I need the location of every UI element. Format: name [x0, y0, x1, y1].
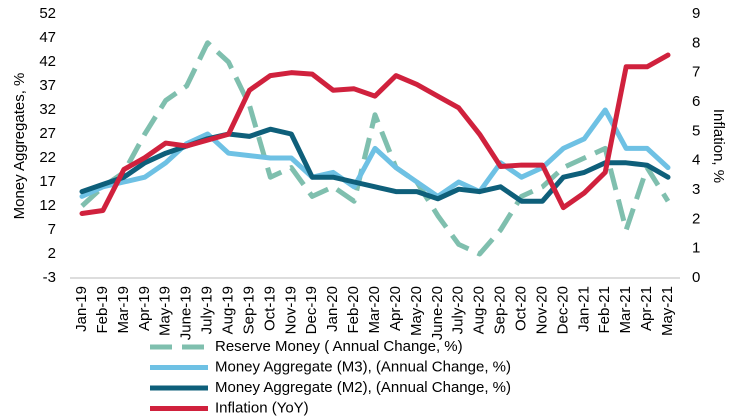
series-line: [79, 126, 671, 204]
x-tick-label: Sep-20: [492, 286, 509, 334]
y-tick-label: 37: [39, 77, 56, 94]
y-tick-label: 47: [39, 29, 56, 46]
x-tick-label: Aug-19: [219, 286, 236, 334]
x-tick-label: May-19: [157, 286, 174, 336]
x-tick-label: Feb-21: [596, 286, 613, 334]
legend-label: Money Aggregate (M2), (Annual Change, %): [215, 379, 511, 396]
x-tick-label: Mar-20: [366, 286, 383, 334]
series-line: [80, 40, 671, 257]
x-tick-label: Feb-20: [345, 286, 362, 334]
y-tick-label: 12: [39, 197, 56, 214]
y2-tick-label: 6: [692, 93, 700, 110]
x-tick-label: Aug-20: [471, 286, 488, 334]
x-tick-label: Jan-20: [324, 286, 341, 332]
x-tick-label: May-21: [659, 286, 676, 336]
x-tick-label: Mar-21: [617, 286, 634, 334]
y-axis-label: Money Aggregates, %: [11, 73, 28, 220]
y2-tick-label: 8: [692, 34, 700, 51]
legend-label: Reserve Money ( Annual Change, %): [215, 338, 463, 355]
y-tick-label: 2: [48, 245, 56, 262]
y-tick-label: 7: [48, 221, 56, 238]
legend-label: Inflation (YoY): [215, 399, 309, 416]
y-tick-label: 22: [39, 149, 56, 166]
y2-tick-label: 7: [692, 64, 700, 81]
x-tick-label: Sep-19: [240, 286, 257, 334]
x-tick-label: Oct-20: [512, 286, 529, 331]
y2-axis-label: Inflation, %: [710, 109, 727, 183]
x-tick-label: Dec-20: [554, 286, 571, 334]
y-tick-label: 17: [39, 173, 56, 190]
x-tick-label: July-20: [450, 286, 467, 334]
y2-tick-label: 1: [692, 240, 700, 257]
y2-tick-label: 3: [692, 181, 700, 198]
x-tick-label: Jan-19: [73, 286, 90, 332]
x-tick-label: Apr-19: [136, 286, 153, 331]
x-tick-label: June-19: [178, 286, 195, 340]
y-tick-label: 52: [39, 5, 56, 22]
y2-tick-label: 9: [692, 5, 700, 22]
x-tick-label: July-19: [199, 286, 216, 334]
x-tick-label: June-20: [429, 286, 446, 340]
y-tick-label: 32: [39, 101, 56, 118]
legend-label: Money Aggregate (M3), (Annual Change, %): [215, 358, 511, 375]
x-tick-label: Apr-20: [387, 286, 404, 331]
x-tick-label: Apr-21: [638, 286, 655, 331]
x-tick-label: Nov-20: [533, 286, 550, 334]
y2-tick-label: 2: [692, 210, 700, 227]
x-tick-label: May-20: [408, 286, 425, 336]
x-tick-label: Jan-21: [575, 286, 592, 332]
x-tick-label: Feb-19: [94, 286, 111, 334]
x-tick-label: Dec-19: [303, 286, 320, 334]
series-line: [79, 52, 671, 216]
x-tick-label: Oct-19: [261, 286, 278, 331]
y-tick-label: 42: [39, 53, 56, 70]
x-tick-label: Nov-19: [282, 286, 299, 334]
y-tick-label: 27: [39, 125, 56, 142]
y-tick-label: -3: [43, 269, 56, 286]
y2-tick-label: 4: [692, 152, 700, 169]
x-tick-label: Mar-19: [115, 286, 132, 334]
y2-tick-label: 0: [692, 269, 700, 286]
y2-tick-label: 5: [692, 122, 700, 139]
